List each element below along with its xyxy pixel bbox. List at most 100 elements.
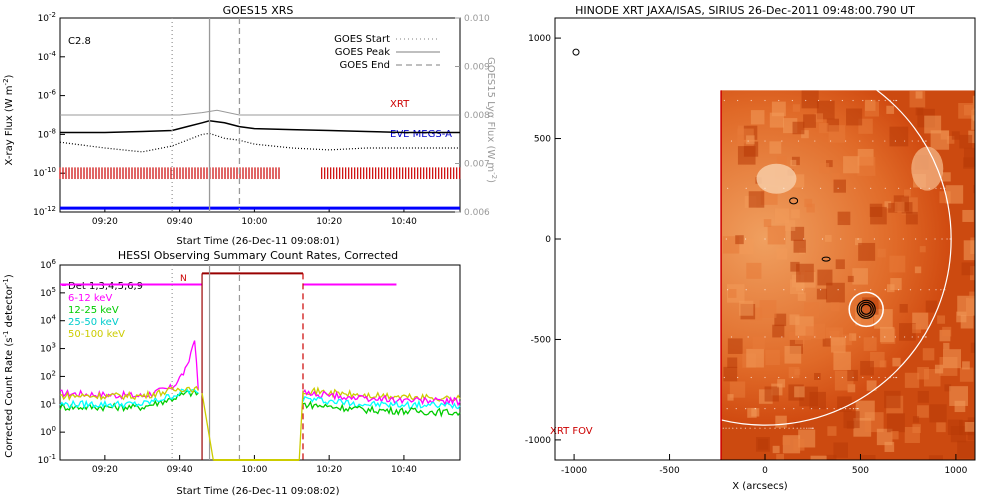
xrt-texture-block [962, 209, 974, 222]
xrt-grid-dot [781, 336, 783, 338]
xrt-texture-block [790, 261, 800, 272]
xrt-texture-block [914, 266, 922, 274]
xrt-grid-dot [920, 289, 922, 291]
xrt-grid-dot [670, 140, 671, 141]
xrt-grid-dot [764, 376, 766, 379]
xrt-grid-dot [730, 140, 733, 142]
xrt-texture-block [877, 248, 886, 258]
xrt-texture-block [849, 333, 857, 341]
hessi-ytick-label: 10-1 [38, 453, 56, 466]
xrt-image [579, 49, 975, 460]
goes-ytick-label: 10-4 [38, 50, 57, 63]
goes-ytick-label: 10-12 [33, 205, 56, 218]
xrt-ytick-label: -1000 [525, 436, 551, 446]
xrt-grid-dot [784, 49, 785, 50]
xrt-grid-dot [725, 238, 727, 240]
xrt-grid-dot [854, 289, 856, 291]
xrt-grid-dot [579, 238, 580, 239]
xrt-texture-block [899, 323, 916, 341]
xrt-grid-dot [896, 99, 898, 102]
xrt-bright-region-limb [911, 146, 944, 191]
xrt-grid-dot [689, 408, 690, 409]
xrt-grid-dot [911, 336, 913, 338]
xrt-texture-block [974, 320, 975, 331]
xrt-grid-dot [645, 140, 646, 141]
xrt-grid-dot [778, 99, 780, 102]
xrt-texture-block [942, 326, 952, 337]
xrt-texture-block [886, 413, 905, 433]
xrt-grid-dot [803, 238, 805, 240]
xrt-texture-block [791, 209, 800, 219]
xrt-texture-block [814, 113, 824, 123]
xrt-grid-dot [844, 408, 847, 410]
xrt-texture-block [774, 208, 790, 224]
goes-flare-class: C2.8 [68, 36, 91, 47]
xrt-grid-dot [676, 69, 677, 70]
xrt-grid-dot [650, 377, 651, 378]
xrt-grid-dot [687, 100, 688, 101]
xrt-texture-block [833, 442, 849, 458]
xrt-grid-dot [920, 187, 922, 189]
goes-y2tick-label: 0.007 [464, 160, 490, 170]
xrt-grid-dot [611, 336, 612, 337]
xrt-grid-dot [650, 100, 651, 101]
xrt-grid-dot [715, 140, 716, 141]
xrt-grid-dot [736, 49, 737, 50]
xrt-grid-dot [940, 187, 942, 189]
xrt-grid-dot [810, 427, 812, 429]
xrt-texture-block [796, 263, 814, 283]
hessi-frame [59, 264, 461, 461]
xrt-grid-dot [872, 140, 874, 142]
hessi-ytick-label: 106 [40, 258, 56, 271]
xrt-grid-dot [689, 238, 690, 239]
xrt-grid-dot [852, 99, 854, 102]
xrt-grid-dot [699, 100, 700, 101]
xrt-grid-dot [723, 376, 725, 379]
xrt-texture-block [829, 330, 840, 342]
xrt-texture-block [827, 426, 837, 436]
xrt-grid-dot [619, 188, 620, 189]
xrt-flare-contour-2 [860, 303, 872, 315]
xrt-grid-dot [797, 336, 800, 338]
xrt-grid-dot [675, 188, 676, 189]
xrt-grid-dot [719, 49, 720, 50]
xrt-grid-dot [862, 376, 864, 379]
xrt-grid-dot [857, 69, 858, 70]
xrt-texture-block [759, 300, 777, 318]
xrt-texture-block [892, 357, 901, 367]
xrt-grid-dot [800, 427, 802, 429]
xrt-texture-block [728, 289, 737, 298]
xrt-grid-dot [614, 238, 615, 239]
xrt-ytick-label: 0 [545, 235, 551, 245]
xrt-texture-block [857, 156, 876, 176]
xrt-grid-dot [898, 289, 900, 291]
goes-xlabel: Start Time (26-Dec-11 09:08:01) [176, 236, 339, 247]
xrt-grid-dot [726, 408, 728, 410]
goes-y2tick-label: 0.006 [464, 208, 490, 218]
goes-ytick-label: 10-2 [38, 11, 56, 24]
xrt-texture-block [912, 323, 922, 334]
xrt-texture-block [751, 408, 760, 417]
xrt-grid-dot [803, 427, 805, 429]
xrt-grid-dot [640, 238, 641, 239]
xrt-texture-block [794, 333, 805, 345]
xrt-grid-dot [639, 377, 640, 378]
xrt-texture-block [870, 206, 887, 225]
xrt-texture-block [915, 91, 923, 99]
xrt-grid-dot [659, 188, 660, 189]
xrt-grid-dot [802, 408, 804, 410]
xrt-grid-dot [593, 188, 594, 189]
xrt-grid-dot [821, 238, 824, 240]
xrt-texture-block [860, 314, 873, 327]
xrt-grid-dot [873, 238, 876, 240]
xrt-grid-dot [594, 238, 595, 239]
xrt-grid-dot [862, 99, 864, 102]
xrt-texture-block [801, 90, 819, 109]
xrt-texture-block [746, 348, 764, 368]
xrt-grid-dot [884, 187, 886, 189]
xrt-grid-dot [716, 49, 717, 50]
xrt-grid-dot [934, 238, 936, 240]
xrt-texture-block [929, 404, 947, 423]
xrt-grid-dot [784, 69, 785, 70]
xrt-grid-dot [837, 289, 839, 291]
